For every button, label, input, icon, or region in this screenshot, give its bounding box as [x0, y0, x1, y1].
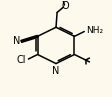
- Text: NH₂: NH₂: [86, 26, 103, 35]
- Text: N: N: [52, 66, 60, 76]
- Text: O: O: [61, 1, 69, 11]
- Text: N: N: [13, 36, 20, 46]
- Text: Cl: Cl: [16, 55, 26, 65]
